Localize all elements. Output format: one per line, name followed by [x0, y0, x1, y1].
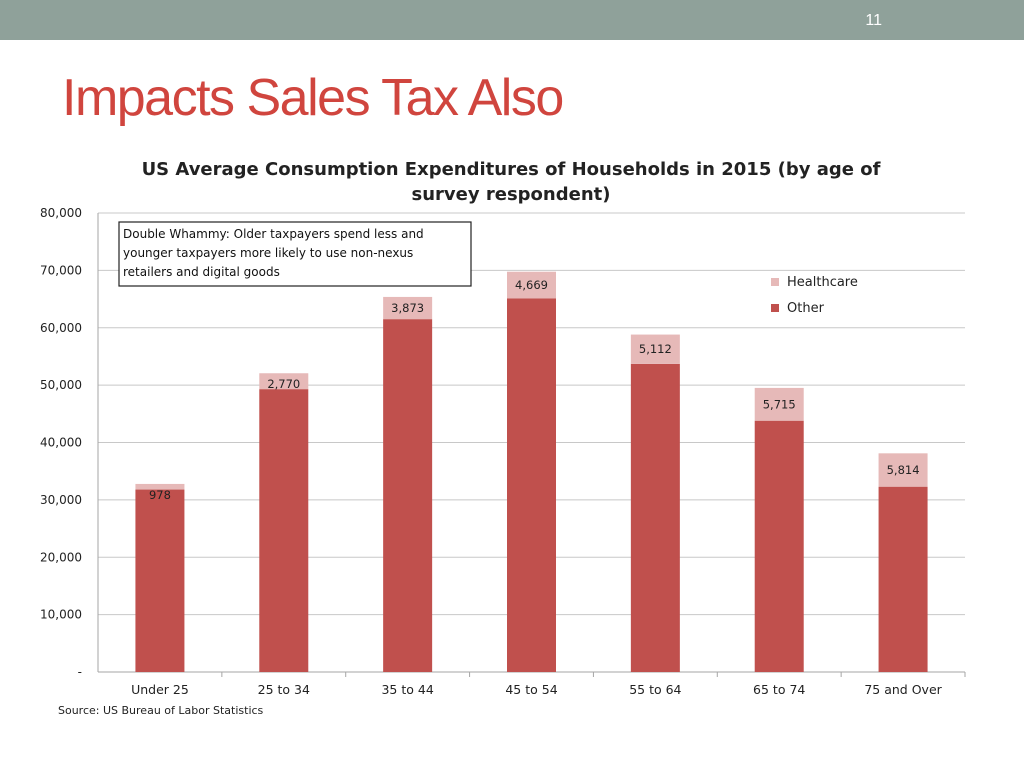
bar-other — [135, 489, 185, 672]
annotation-box: Double Whammy: Older taxpayers spend les… — [118, 221, 472, 287]
y-tick-label: 60,000 — [40, 321, 82, 335]
x-tick-label: Under 25 — [131, 682, 189, 697]
bar-healthcare — [507, 271, 556, 299]
y-tick-label: - — [78, 665, 82, 679]
legend-label: Other — [787, 301, 825, 316]
data-label: 5,715 — [763, 397, 796, 411]
data-label: 5,814 — [887, 463, 920, 477]
legend: Healthcare Other — [771, 275, 858, 316]
bar-healthcare — [754, 387, 804, 421]
bar-healthcare — [383, 296, 433, 320]
y-tick-label: 70,000 — [40, 263, 82, 277]
legend-swatch — [771, 304, 779, 312]
data-labels: 978 2,770 3,873 4,669 5,112 5,715 5,814 — [149, 278, 920, 502]
top-bar: 11 — [0, 0, 1024, 40]
legend-swatch — [771, 278, 779, 286]
bar-other — [630, 363, 680, 672]
x-tick-label: 45 to 54 — [505, 682, 557, 697]
x-tick-label: 25 to 34 — [258, 682, 310, 697]
legend-label: Healthcare — [787, 275, 858, 290]
source-note: Source: US Bureau of Labor Statistics — [58, 704, 264, 717]
annotation-text: Double Whammy: Older taxpayers spend les… — [123, 227, 424, 241]
chart-title-line: US Average Consumption Expenditures of H… — [142, 159, 881, 180]
bar-other — [507, 298, 556, 672]
source-text: Source: US Bureau of Labor Statistics — [58, 704, 264, 717]
annotation-text: retailers and digital goods — [123, 265, 280, 279]
x-axis-tick-labels: Under 25 25 to 34 35 to 44 45 to 54 55 to 64… — [131, 682, 943, 697]
x-tick-label: 65 to 74 — [753, 682, 805, 697]
annotation-text: younger taxpayers more likely to use non… — [123, 246, 413, 260]
bar-healthcare — [135, 483, 185, 490]
chart-title: US Average Consumption Expenditures of H… — [142, 159, 881, 205]
data-label: 2,770 — [267, 377, 300, 391]
y-tick-label: 80,000 — [40, 206, 82, 220]
y-tick-label: 50,000 — [40, 378, 82, 392]
y-axis-tick-labels: - 10,000 20,000 30,000 40,000 50,000 60,000 70,… — [40, 206, 82, 679]
bar-other — [383, 319, 433, 672]
bar-healthcare — [878, 453, 928, 487]
x-tick-label: 75 and Over — [864, 682, 942, 697]
data-label: 978 — [149, 488, 171, 502]
data-label: 3,873 — [391, 301, 424, 315]
x-tick-label: 55 to 64 — [629, 682, 681, 697]
bar-other — [754, 420, 804, 672]
y-tick-label: 10,000 — [40, 608, 82, 622]
data-label: 5,112 — [639, 342, 672, 356]
bar-healthcare — [259, 373, 309, 390]
slide-title: Impacts Sales Tax Also — [62, 69, 564, 127]
slide-number: 11 — [865, 12, 882, 29]
bar-healthcare — [630, 334, 680, 364]
annotation-border — [118, 221, 472, 287]
chart-title-line: survey respondent) — [412, 184, 611, 205]
bar-other — [878, 486, 928, 672]
x-tick-label: 35 to 44 — [381, 682, 433, 697]
y-tick-label: 20,000 — [40, 550, 82, 564]
y-tick-label: 30,000 — [40, 493, 82, 507]
data-label: 4,669 — [515, 278, 548, 292]
bar-other — [259, 389, 309, 672]
y-tick-label: 40,000 — [40, 436, 82, 450]
bars — [135, 271, 928, 672]
